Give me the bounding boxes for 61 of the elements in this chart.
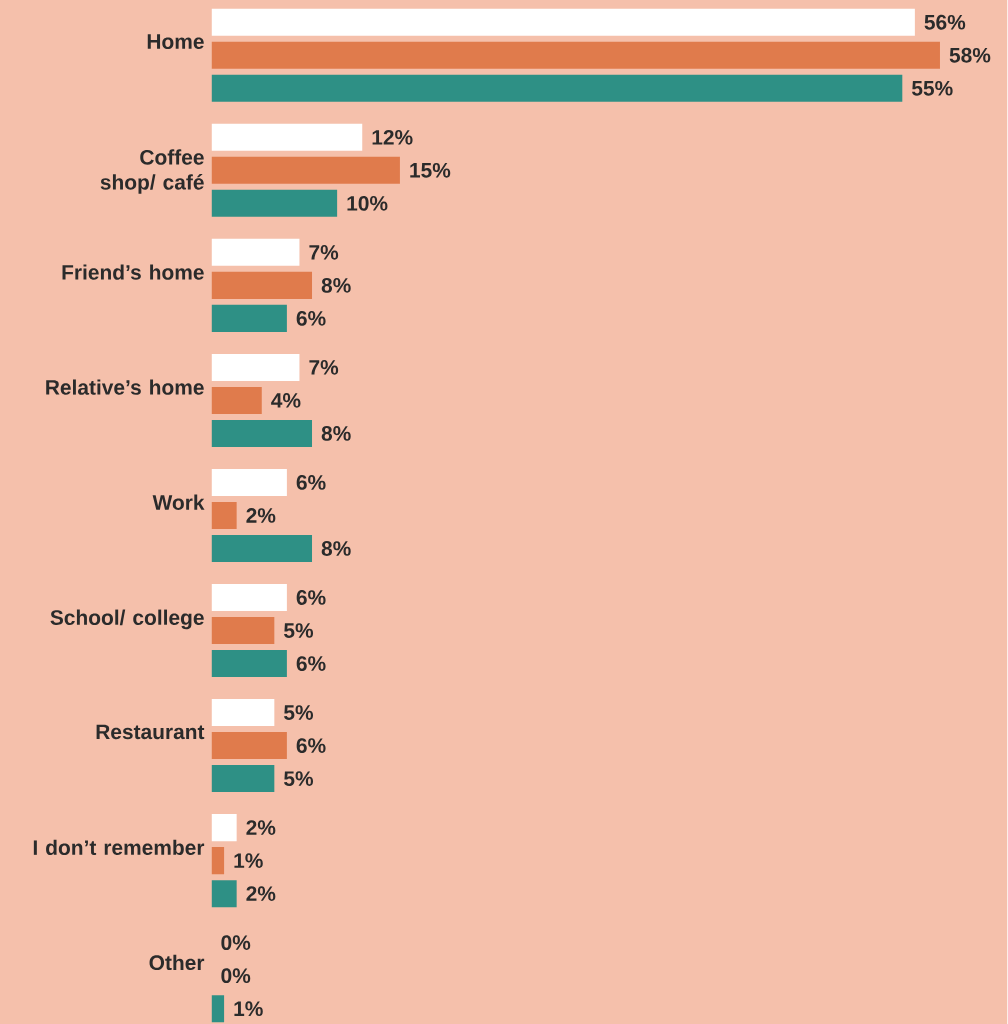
- bar: [211, 189, 338, 217]
- bar: [211, 995, 225, 1023]
- data-label: 0%: [221, 968, 251, 984]
- bar: [211, 534, 313, 563]
- data-label: 5%: [284, 705, 314, 720]
- data-label: 8%: [321, 426, 351, 441]
- data-label: 6%: [296, 590, 326, 605]
- data-label: 58%: [949, 47, 991, 63]
- bar: [211, 732, 288, 760]
- data-label: 6%: [296, 475, 326, 490]
- data-label: 10%: [347, 195, 388, 211]
- bar: [211, 650, 288, 678]
- bar: [211, 386, 263, 414]
- bar: [211, 699, 275, 727]
- y-tick-label: Work: [152, 494, 205, 510]
- data-label: 5%: [284, 771, 314, 786]
- data-label: 0%: [221, 935, 251, 951]
- bar: [211, 617, 275, 645]
- bar: [211, 156, 401, 184]
- data-label: 5%: [284, 623, 314, 638]
- y-tick-label: I don’t remember: [34, 839, 205, 856]
- bar: [211, 238, 300, 266]
- bar: [211, 74, 903, 102]
- bar: [211, 501, 237, 529]
- y-tick-label: Relative’s home: [46, 379, 204, 395]
- bar: [211, 847, 225, 875]
- data-label: 2%: [246, 820, 276, 835]
- data-label: 2%: [246, 508, 276, 523]
- data-label: 6%: [296, 656, 326, 671]
- data-label: 8%: [321, 277, 351, 293]
- y-tick-label: Coffee shop/ café: [100, 149, 204, 194]
- data-label: 7%: [309, 360, 339, 375]
- y-tick-label: Friend’s home: [62, 264, 204, 280]
- bar: [211, 304, 288, 332]
- data-label: 8%: [321, 541, 351, 556]
- bar: [211, 419, 313, 447]
- data-label: 4%: [271, 393, 301, 408]
- data-label: 12%: [372, 129, 413, 145]
- data-label: 15%: [410, 162, 451, 178]
- bar: [211, 814, 237, 842]
- data-label: 1%: [234, 853, 264, 868]
- bar: [211, 123, 363, 151]
- y-tick-label: Home: [148, 34, 204, 49]
- bar: [211, 583, 288, 612]
- bar: [211, 41, 941, 69]
- bar: [211, 880, 237, 908]
- data-label: 6%: [296, 310, 326, 326]
- y-tick-label: Restaurant: [96, 724, 205, 740]
- bar: [211, 468, 288, 496]
- data-label: 6%: [296, 738, 326, 753]
- bar: [211, 353, 300, 381]
- data-label: 55%: [912, 80, 953, 96]
- bar: [211, 8, 916, 36]
- bar: [211, 765, 275, 793]
- data-label: 1%: [234, 1001, 264, 1017]
- y-tick-label: Other: [149, 954, 205, 971]
- bar: [211, 271, 313, 299]
- data-label: 7%: [309, 245, 339, 260]
- y-tick-label: School/ college: [50, 609, 205, 630]
- data-label: 56%: [924, 14, 966, 30]
- data-label: 2%: [246, 886, 276, 902]
